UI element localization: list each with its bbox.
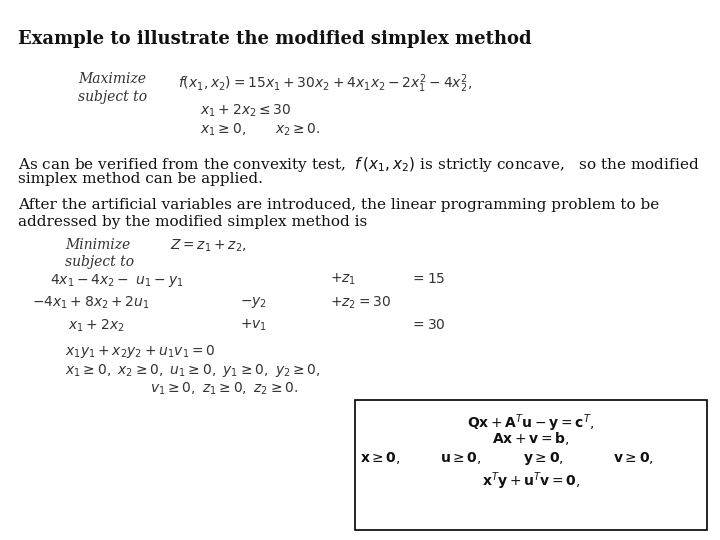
Text: $+ v_1$: $+ v_1$ — [240, 318, 267, 333]
Text: $- y_2$: $- y_2$ — [240, 295, 267, 310]
Text: $x_1 + 2x_2 \leq 30$: $x_1 + 2x_2 \leq 30$ — [200, 103, 292, 119]
Text: $+ z_1$: $+ z_1$ — [330, 272, 356, 287]
Text: $-4x_1 + 8x_2 + 2u_1$: $-4x_1 + 8x_2 + 2u_1$ — [32, 295, 150, 312]
Text: $\mathbf{v} \geq \mathbf{0},$: $\mathbf{v} \geq \mathbf{0},$ — [613, 450, 654, 466]
Text: $f(x_1, x_2) = 15x_1 + 30x_2 + 4x_1x_2 - 2x_1^2 - 4x_2^2,$: $f(x_1, x_2) = 15x_1 + 30x_2 + 4x_1x_2 -… — [178, 72, 472, 94]
Text: As can be verified from the convexity test,  $f\,(x_1, x_2)$ is strictly concave: As can be verified from the convexity te… — [18, 155, 699, 174]
Text: subject to: subject to — [78, 90, 147, 104]
Text: $\mathbf{Ax} + \mathbf{v} = \mathbf{b},$: $\mathbf{Ax} + \mathbf{v} = \mathbf{b},$ — [492, 430, 570, 447]
Text: subject to: subject to — [65, 255, 134, 269]
Text: $\mathbf{Qx} + \mathbf{A}^T\mathbf{u} - \mathbf{y} = \mathbf{c}^T,$: $\mathbf{Qx} + \mathbf{A}^T\mathbf{u} - … — [467, 412, 595, 434]
Text: Minimize: Minimize — [65, 238, 130, 252]
Text: $\mathbf{y} \geq \mathbf{0},$: $\mathbf{y} \geq \mathbf{0},$ — [523, 450, 564, 467]
Text: simplex method can be applied.: simplex method can be applied. — [18, 172, 263, 186]
Text: $x_1 \geq 0,\ x_2 \geq 0,\ u_1 \geq 0,\ y_1 \geq 0,\ y_2 \geq 0,$: $x_1 \geq 0,\ x_2 \geq 0,\ u_1 \geq 0,\ … — [65, 362, 320, 379]
Text: Maximize: Maximize — [78, 72, 146, 86]
Text: $x_1 y_1 + x_2 y_2 + u_1 v_1 = 0$: $x_1 y_1 + x_2 y_2 + u_1 v_1 = 0$ — [65, 343, 215, 360]
Text: Example to illustrate the modified simplex method: Example to illustrate the modified simpl… — [18, 30, 531, 48]
Text: $\mathbf{x} \geq \mathbf{0},$: $\mathbf{x} \geq \mathbf{0},$ — [360, 450, 400, 466]
Text: $v_1 \geq 0,\ z_1 \geq 0,\ z_2 \geq 0.$: $v_1 \geq 0,\ z_1 \geq 0,\ z_2 \geq 0.$ — [150, 381, 298, 397]
Text: After the artificial variables are introduced, the linear programming problem to: After the artificial variables are intro… — [18, 198, 660, 212]
Text: $+ z_2 = 30$: $+ z_2 = 30$ — [330, 295, 391, 312]
Text: $Z = z_1 + z_2,$: $Z = z_1 + z_2,$ — [170, 238, 247, 254]
Text: $x_1 \geq 0, \qquad x_2 \geq 0.$: $x_1 \geq 0, \qquad x_2 \geq 0.$ — [200, 122, 320, 138]
Text: $= 30$: $= 30$ — [410, 318, 446, 332]
Text: $= 15$: $= 15$ — [410, 272, 446, 286]
Text: addressed by the modified simplex method is: addressed by the modified simplex method… — [18, 215, 367, 229]
Text: $x_1 + 2x_2$: $x_1 + 2x_2$ — [68, 318, 125, 334]
Text: $\mathbf{x}^T\mathbf{y} + \mathbf{u}^T\mathbf{v} = \mathbf{0},$: $\mathbf{x}^T\mathbf{y} + \mathbf{u}^T\m… — [482, 470, 580, 491]
Bar — [355, 400, 707, 530]
Text: $4x_1 - 4x_2 -\ u_1 - y_1$: $4x_1 - 4x_2 -\ u_1 - y_1$ — [50, 272, 184, 289]
Text: $\mathbf{u} \geq \mathbf{0},$: $\mathbf{u} \geq \mathbf{0},$ — [440, 450, 482, 466]
